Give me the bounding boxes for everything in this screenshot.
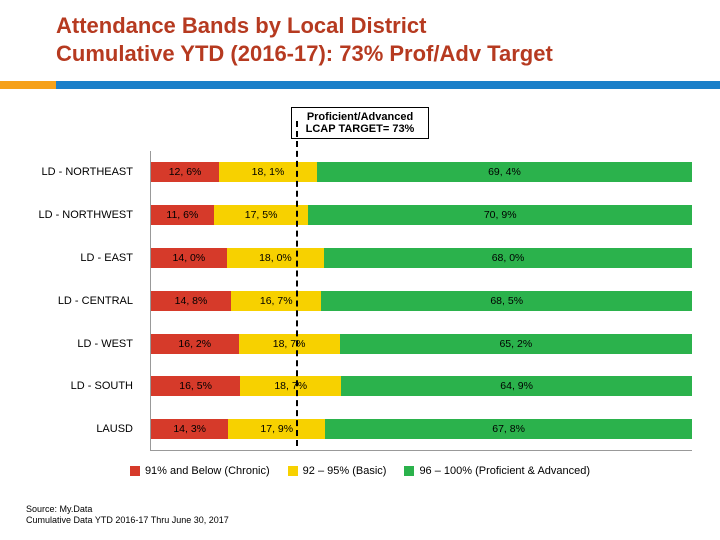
legend-label: 96 – 100% (Proficient & Advanced) (419, 465, 590, 477)
legend-label: 91% and Below (Chronic) (145, 465, 270, 477)
stacked-bar: 11, 6%17, 5%70, 9% (151, 205, 692, 225)
bar-segment: 16, 7% (231, 291, 321, 311)
stacked-bar: 14, 0%18, 0%68, 0% (151, 248, 692, 268)
bar-segment: 67, 8% (325, 419, 692, 439)
bar-segment: 68, 0% (324, 248, 692, 268)
target-box: Proficient/Advanced LCAP TARGET= 73% (291, 107, 430, 139)
stacked-bar: 16, 2%18, 7%65, 2% (151, 334, 692, 354)
bar-segment: 69, 4% (317, 162, 692, 182)
source-footer: Source: My.Data Cumulative Data YTD 2016… (26, 504, 229, 527)
stacked-bar: 12, 6%18, 1%69, 4% (151, 162, 692, 182)
title-block: Attendance Bands by Local District Cumul… (0, 0, 720, 77)
bar-row: LAUSD14, 3%17, 9%67, 8% (151, 408, 692, 451)
stacked-bar: 16, 5%18, 7%64, 9% (151, 376, 692, 396)
bar-row: LD - EAST14, 0%18, 0%68, 0% (151, 237, 692, 280)
bar-segment: 18, 7% (240, 376, 341, 396)
accent-bar (0, 81, 720, 89)
bar-segment: 18, 1% (219, 162, 317, 182)
bar-segment: 11, 6% (151, 205, 214, 225)
category-label: LD - NORTHWEST (1, 209, 141, 221)
target-box-wrap: Proficient/Advanced LCAP TARGET= 73% (0, 107, 720, 139)
bar-segment: 70, 9% (308, 205, 692, 225)
stacked-bar: 14, 3%17, 9%67, 8% (151, 419, 692, 439)
chart-area: LD - NORTHEAST12, 6%18, 1%69, 4%LD - NOR… (0, 145, 720, 455)
bar-row: LD - WEST16, 2%18, 7%65, 2% (151, 322, 692, 365)
bar-segment: 64, 9% (341, 376, 692, 396)
category-label: LD - EAST (1, 252, 141, 264)
category-label: LAUSD (1, 423, 141, 435)
bar-segment: 17, 5% (214, 205, 309, 225)
title-line-1: Attendance Bands by Local District (56, 12, 720, 40)
category-label: LD - SOUTH (1, 380, 141, 392)
bar-segment: 16, 2% (151, 334, 239, 354)
legend-item: 91% and Below (Chronic) (130, 465, 270, 477)
legend-swatch (288, 466, 298, 476)
bar-segment: 14, 3% (151, 419, 228, 439)
category-label: LD - NORTHEAST (1, 166, 141, 178)
footer-line-2: Cumulative Data YTD 2016-17 Thru June 30… (26, 515, 229, 526)
bar-row: LD - SOUTH16, 5%18, 7%64, 9% (151, 365, 692, 408)
stacked-bar: 14, 8%16, 7%68, 5% (151, 291, 692, 311)
title-line-2: Cumulative YTD (2016-17): 73% Prof/Adv T… (56, 40, 720, 68)
legend-item: 96 – 100% (Proficient & Advanced) (404, 465, 590, 477)
bar-row: LD - NORTHWEST11, 6%17, 5%70, 9% (151, 194, 692, 237)
bar-row: LD - CENTRAL14, 8%16, 7%68, 5% (151, 279, 692, 322)
accent-right (56, 81, 720, 89)
footer-line-1: Source: My.Data (26, 504, 229, 515)
stacked-bar-plot: LD - NORTHEAST12, 6%18, 1%69, 4%LD - NOR… (150, 151, 692, 451)
target-box-line2: LCAP TARGET= 73% (306, 123, 415, 135)
category-label: LD - CENTRAL (1, 295, 141, 307)
accent-left (0, 81, 56, 89)
legend-label: 92 – 95% (Basic) (303, 465, 387, 477)
legend: 91% and Below (Chronic) 92 – 95% (Basic) 9… (0, 465, 720, 477)
bar-segment: 18, 7% (239, 334, 340, 354)
legend-swatch (404, 466, 414, 476)
bar-segment: 16, 5% (151, 376, 240, 396)
bar-segment: 17, 9% (228, 419, 325, 439)
target-box-line1: Proficient/Advanced (307, 111, 413, 123)
bar-segment: 65, 2% (340, 334, 692, 354)
target-line (296, 121, 298, 446)
category-label: LD - WEST (1, 338, 141, 350)
bar-segment: 12, 6% (151, 162, 219, 182)
bar-segment: 18, 0% (227, 248, 324, 268)
bar-segment: 14, 8% (151, 291, 231, 311)
bar-segment: 14, 0% (151, 248, 227, 268)
bar-row: LD - NORTHEAST12, 6%18, 1%69, 4% (151, 151, 692, 194)
legend-swatch (130, 466, 140, 476)
legend-item: 92 – 95% (Basic) (288, 465, 387, 477)
bar-segment: 68, 5% (321, 291, 692, 311)
